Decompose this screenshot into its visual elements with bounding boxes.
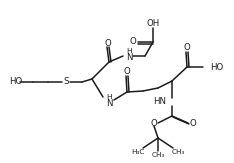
Text: H₃C: H₃C <box>131 149 145 155</box>
Text: N: N <box>106 98 112 108</box>
Text: S: S <box>63 77 69 87</box>
Text: CH₃: CH₃ <box>151 152 165 158</box>
Text: CH₃: CH₃ <box>171 149 185 155</box>
Text: HO: HO <box>9 77 22 87</box>
Text: N: N <box>126 52 132 61</box>
Text: H: H <box>106 94 112 100</box>
Text: OH: OH <box>146 20 160 29</box>
Text: HO: HO <box>210 62 223 72</box>
Text: O: O <box>130 37 136 46</box>
Text: O: O <box>124 67 130 76</box>
Text: HN: HN <box>153 97 166 106</box>
Text: O: O <box>105 38 111 47</box>
Text: H: H <box>126 48 132 54</box>
Text: O: O <box>190 119 196 128</box>
Text: O: O <box>151 119 157 127</box>
Text: O: O <box>184 44 190 52</box>
